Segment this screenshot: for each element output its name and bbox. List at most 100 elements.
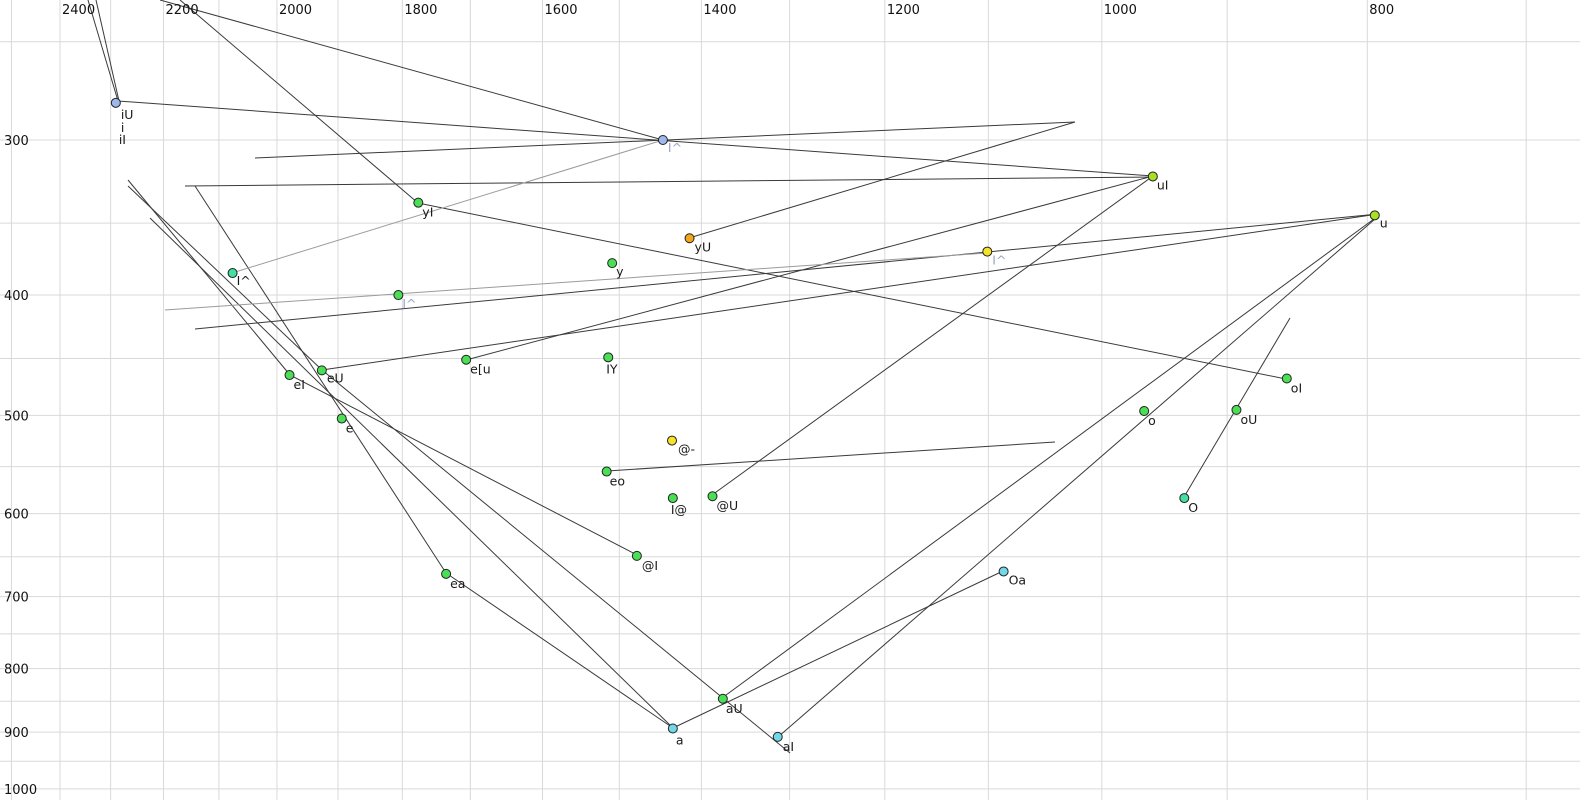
vowel-label: aU	[726, 701, 743, 716]
data-point-marker[interactable]	[603, 352, 614, 363]
trajectory-line	[184, 176, 1156, 187]
vowel-point-I-hat-teal[interactable]: I^	[227, 268, 251, 289]
trajectory-line	[117, 100, 1154, 177]
data-point-marker[interactable]	[1139, 405, 1150, 416]
data-point-marker[interactable]	[998, 566, 1009, 577]
data-point-marker[interactable]	[1179, 493, 1190, 504]
trajectory-line	[159, 0, 664, 141]
vowel-point-IY[interactable]: IY	[603, 352, 618, 377]
data-point-marker[interactable]	[601, 466, 612, 477]
data-point-marker[interactable]	[284, 370, 295, 381]
vowel-point-eo[interactable]: eo	[601, 466, 625, 489]
y-axis-tick-labels: 300 400 500 600 700 800 900 1000	[4, 134, 37, 798]
data-point-marker[interactable]	[657, 135, 668, 145]
vowel-label: Oa	[1009, 572, 1027, 587]
vowel-point-O[interactable]: O	[1179, 493, 1199, 516]
data-point-marker[interactable]	[110, 97, 121, 108]
vowel-point-@I[interactable]: @I	[631, 550, 658, 573]
data-point-marker[interactable]	[667, 435, 678, 446]
data-point-marker[interactable]	[227, 268, 238, 279]
trajectory-line	[321, 369, 791, 754]
trajectory-line	[777, 218, 1376, 738]
vowel-label: I^	[237, 273, 251, 288]
vowel-label: @I	[642, 558, 658, 573]
vowel-point-yI[interactable]: yI	[413, 197, 434, 220]
data-point-marker[interactable]	[1281, 373, 1292, 384]
vowel-point-o[interactable]: o	[1139, 405, 1156, 428]
x-axis-tick-label: 2000	[279, 3, 312, 18]
y-axis-tick-label: 400	[4, 289, 29, 304]
data-point-marker[interactable]	[461, 354, 472, 365]
data-point-marker[interactable]	[667, 723, 678, 734]
vowel-point-eI[interactable]: eI	[284, 370, 305, 393]
data-point-marker[interactable]	[413, 197, 424, 208]
data-point-marker[interactable]	[441, 568, 452, 579]
vowel-point-ea[interactable]: ea	[441, 568, 466, 591]
vowel-point-u[interactable]: u	[1369, 210, 1388, 231]
data-point-marker[interactable]	[316, 365, 327, 376]
y-axis-tick-label: 1000	[4, 783, 37, 798]
x-axis-tick-label: 800	[1369, 3, 1394, 18]
vowel-point-I-hat-blue[interactable]: I^	[657, 135, 682, 156]
trajectory-line	[445, 572, 674, 729]
vowel-point-@U[interactable]: @U	[707, 491, 738, 514]
vowel-point-Oa[interactable]: Oa	[998, 566, 1027, 588]
vowel-point-oU[interactable]: oU	[1231, 404, 1257, 427]
data-point-marker[interactable]	[631, 550, 642, 561]
trajectory-line	[672, 570, 1004, 729]
vowel-point-yU[interactable]: yU	[684, 233, 712, 255]
data-point-marker[interactable]	[684, 233, 695, 244]
data-point-marker[interactable]	[336, 413, 347, 424]
vowel-point-I-hat-green[interactable]: I^	[393, 290, 417, 312]
x-axis-tick-label: 1800	[404, 3, 437, 18]
vowel-label: IY	[606, 361, 618, 376]
data-point-marker[interactable]	[982, 246, 993, 257]
trajectory-line	[289, 374, 638, 556]
data-point-marker[interactable]	[1369, 210, 1380, 221]
x-axis-tick-labels: 2400 2200 2000 1800 1600 1400 1200 1000 800	[62, 3, 1394, 18]
vowel-point-e[u[interactable]: e[u	[461, 354, 491, 377]
vowel-label: I^	[668, 140, 682, 155]
y-axis-tick-label: 600	[4, 508, 29, 523]
vowel-point-aU[interactable]: aU	[717, 693, 743, 716]
vowel-label: aI	[783, 739, 794, 754]
vowel-point-y[interactable]: y	[607, 258, 625, 280]
vowel-label: i	[121, 120, 124, 135]
data-point-marker[interactable]	[707, 491, 718, 502]
x-axis-tick-label: 2400	[62, 3, 95, 18]
vowel-point-e[interactable]: e	[336, 413, 354, 436]
vowel-label: iI	[119, 132, 126, 147]
data-point-marker[interactable]	[717, 693, 728, 704]
data-point-marker[interactable]	[393, 290, 404, 301]
vowel-point-a[interactable]: a	[667, 723, 684, 748]
vowel-point-@-[interactable]: @-	[667, 435, 696, 457]
data-point-marker[interactable]	[667, 493, 678, 504]
vowel-label: @U	[716, 498, 738, 513]
vowel-point-I@[interactable]: I@	[667, 493, 687, 518]
vowel-label: eU	[327, 370, 344, 385]
y-axis-tick-label: 700	[4, 591, 29, 606]
data-point-marker[interactable]	[607, 258, 618, 269]
x-axis-tick-label: 2200	[166, 3, 199, 18]
x-axis-tick-label: 1000	[1104, 3, 1137, 18]
data-point-marker[interactable]	[772, 731, 783, 742]
vowel-point-I-hat-yellow[interactable]: I^	[982, 246, 1007, 268]
vowel-point-oI[interactable]: oI	[1281, 373, 1302, 396]
vowel-label: I^	[402, 296, 416, 311]
data-point-marker[interactable]	[1231, 404, 1242, 415]
vowel-label: @-	[678, 442, 695, 457]
x-axis-tick-label: 1400	[703, 3, 736, 18]
trajectory-line	[194, 213, 1379, 330]
vowel-label: yU	[695, 239, 712, 254]
vowel-point-aI[interactable]: aI	[772, 731, 794, 754]
vowel-label: yI	[422, 205, 433, 220]
vowel-point-eU[interactable]: eU	[316, 365, 344, 386]
vowel-point-uI[interactable]: uI	[1147, 171, 1168, 193]
data-point-marker[interactable]	[1147, 171, 1158, 182]
trajectory-line	[127, 179, 291, 376]
trajectory-line	[721, 215, 1379, 699]
vowel-label: ea	[450, 576, 465, 591]
